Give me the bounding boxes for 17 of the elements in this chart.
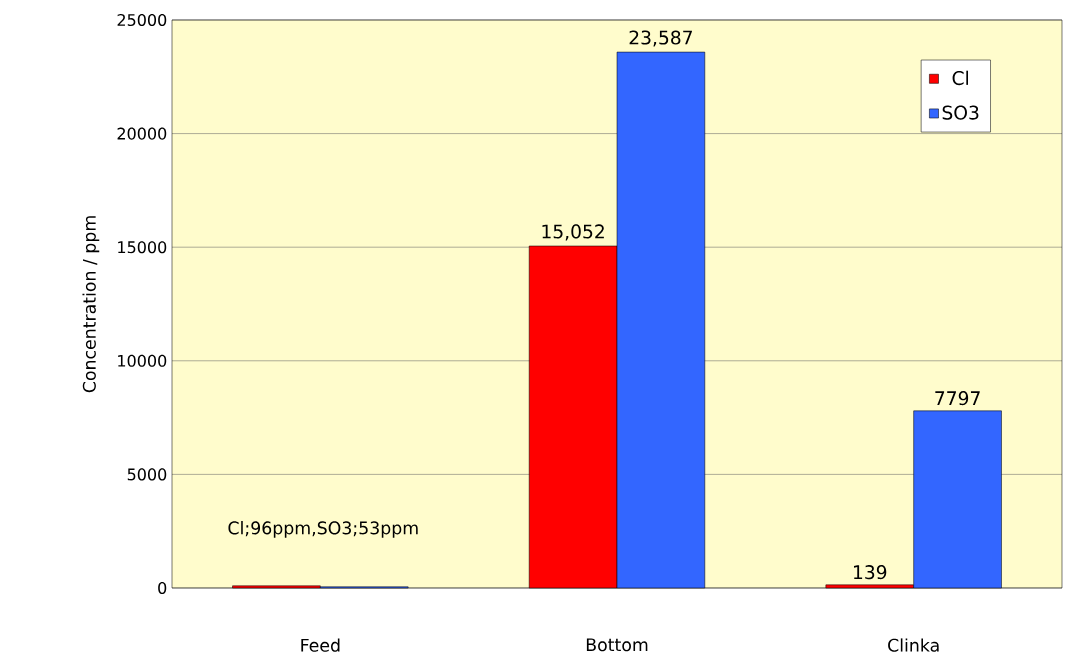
legend-label: SO3 <box>942 105 979 120</box>
x-tick-label: Feed <box>301 638 340 652</box>
y-tick-label: 25000 <box>117 13 167 27</box>
x-tick-label: Clinka <box>888 638 939 652</box>
data-label: 23,587 <box>629 30 692 47</box>
y-tick-label: 15000 <box>118 241 167 254</box>
data-label: 139 <box>853 565 887 580</box>
x-tick-label: Bottom <box>586 638 648 652</box>
y-tick-label: 0 <box>158 581 167 595</box>
y-tick-label: 5000 <box>127 468 167 481</box>
data-label: 15,052 <box>542 224 604 241</box>
data-label: 7797 <box>935 391 980 406</box>
y-tick-label: 10000 <box>118 354 167 367</box>
y-tick-label: 20000 <box>117 127 167 140</box>
y-axis-title: Concentration / ppm <box>82 216 100 393</box>
annotation: Cl;96ppm,SO3;53ppm <box>228 521 418 538</box>
legend-label: Cl <box>952 70 968 86</box>
